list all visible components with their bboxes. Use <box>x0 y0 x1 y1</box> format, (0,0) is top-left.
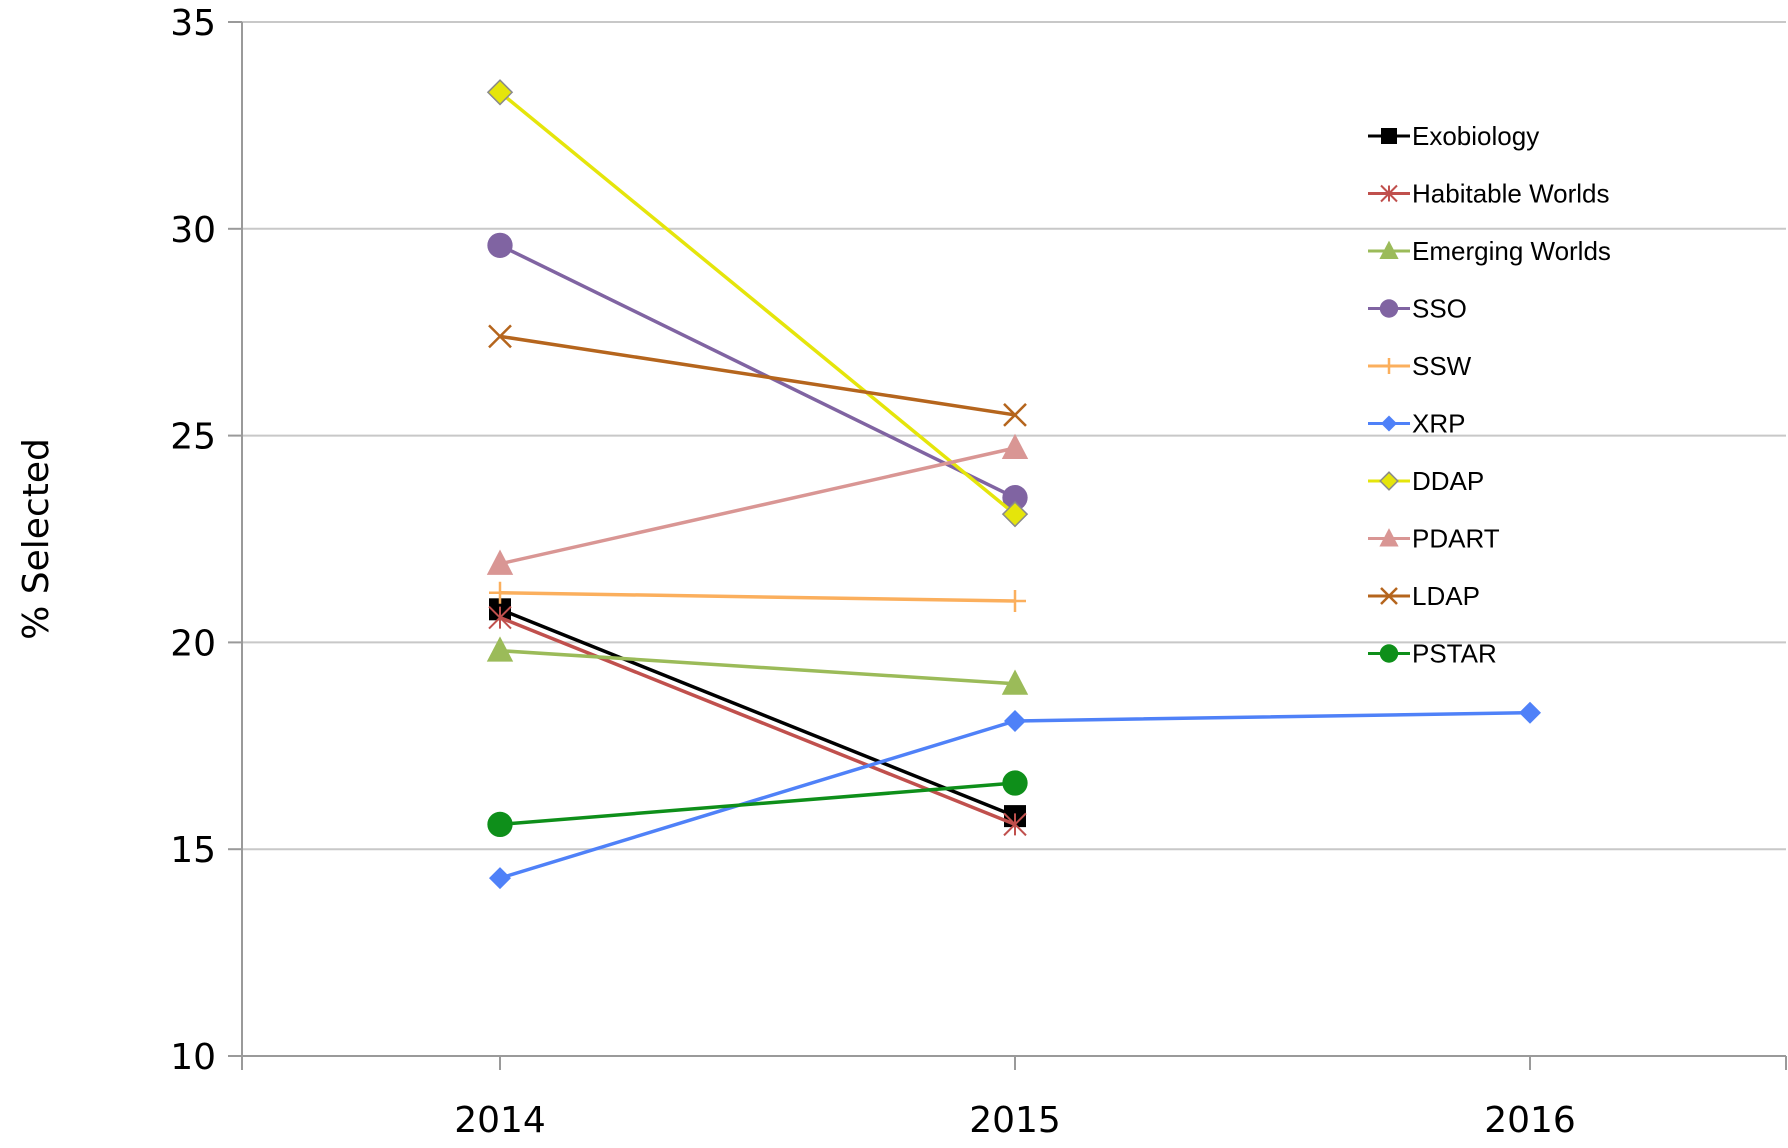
y-tick-label: 20 <box>170 623 216 664</box>
data-point <box>489 581 511 604</box>
series-pstar <box>487 770 1028 838</box>
legend: Exobiology Habitable Worlds Emerging World… <box>1368 121 1611 669</box>
data-point <box>487 232 513 258</box>
data-point <box>1379 528 1399 547</box>
data-point <box>488 605 512 630</box>
data-point <box>1379 240 1399 259</box>
legend-item: Emerging Worlds <box>1368 236 1611 266</box>
y-tick-label: 15 <box>170 830 216 871</box>
legend-item: XRP <box>1368 409 1465 439</box>
legend-item: SSO <box>1368 294 1467 324</box>
legend-label: LDAP <box>1412 581 1480 611</box>
data-point <box>486 79 514 106</box>
data-point <box>1003 812 1027 837</box>
series-line <box>499 607 1016 818</box>
data-point <box>1379 644 1399 663</box>
y-tick-label: 10 <box>170 1037 216 1078</box>
axes <box>228 21 1787 1070</box>
series-emerging-worlds <box>486 636 1029 695</box>
series-line <box>498 90 1017 516</box>
series-pdart <box>486 433 1029 575</box>
data-point <box>488 324 512 349</box>
data-point <box>1002 770 1028 796</box>
data-point <box>1004 709 1026 732</box>
y-axis-title: % Selected <box>16 438 57 640</box>
data-point <box>1379 471 1399 491</box>
legend-label: SSW <box>1412 351 1472 381</box>
legend-label: XRP <box>1412 409 1465 439</box>
x-tick-label: 2015 <box>969 1100 1061 1141</box>
legend-item: Exobiology <box>1368 121 1539 151</box>
legend-item: DDAP <box>1368 466 1484 496</box>
series-sso <box>487 232 1028 511</box>
legend-label: Emerging Worlds <box>1412 236 1611 266</box>
series-exobiology <box>489 598 1026 828</box>
data-point <box>486 636 514 662</box>
data-point <box>489 867 511 890</box>
series-line <box>499 334 1016 417</box>
data-point <box>1001 669 1029 695</box>
series-line <box>499 648 1016 686</box>
x-tick-labels: 2014 2015 2016 <box>454 1100 1576 1141</box>
legend-label: SSO <box>1412 294 1467 324</box>
series-xrp <box>489 701 1541 890</box>
series-group <box>486 79 1541 890</box>
data-point <box>1380 587 1398 605</box>
data-point <box>1381 128 1397 144</box>
series-ssw <box>489 581 1026 613</box>
data-point <box>1379 299 1399 318</box>
series-ldap <box>488 324 1027 427</box>
legend-item: LDAP <box>1368 581 1480 611</box>
series-line <box>499 446 1016 566</box>
series-line <box>499 243 1016 500</box>
y-tick-label: 30 <box>170 210 216 251</box>
series-ddap <box>486 79 1029 528</box>
legend-item: Habitable Worlds <box>1368 179 1610 209</box>
data-point <box>1003 403 1027 427</box>
x-tick-label: 2014 <box>454 1100 546 1141</box>
legend-label: Habitable Worlds <box>1412 179 1610 209</box>
data-point <box>1381 415 1397 432</box>
series-line <box>499 781 1016 827</box>
data-point <box>1381 358 1397 374</box>
legend-item: SSW <box>1368 351 1472 381</box>
series-line <box>499 615 1016 827</box>
data-point <box>486 549 514 575</box>
legend-item: PDART <box>1368 524 1500 554</box>
data-point <box>1001 433 1029 460</box>
legend-label: Exobiology <box>1412 121 1539 151</box>
legend-label: DDAP <box>1412 466 1484 496</box>
y-tick-labels: 10 15 20 25 30 35 <box>170 3 216 1078</box>
legend-item: PSTAR <box>1368 639 1497 669</box>
data-point <box>1519 701 1541 724</box>
data-point <box>1001 501 1029 528</box>
legend-label: PDART <box>1412 524 1500 554</box>
legend-label: PSTAR <box>1412 639 1497 669</box>
data-point <box>1004 590 1026 613</box>
data-point <box>487 811 513 838</box>
data-point <box>1380 184 1398 203</box>
y-tick-label: 35 <box>170 3 216 44</box>
y-tick-label: 25 <box>170 417 216 458</box>
x-tick-label: 2016 <box>1484 1100 1576 1141</box>
data-point <box>1002 484 1028 511</box>
series-line <box>499 591 1016 603</box>
